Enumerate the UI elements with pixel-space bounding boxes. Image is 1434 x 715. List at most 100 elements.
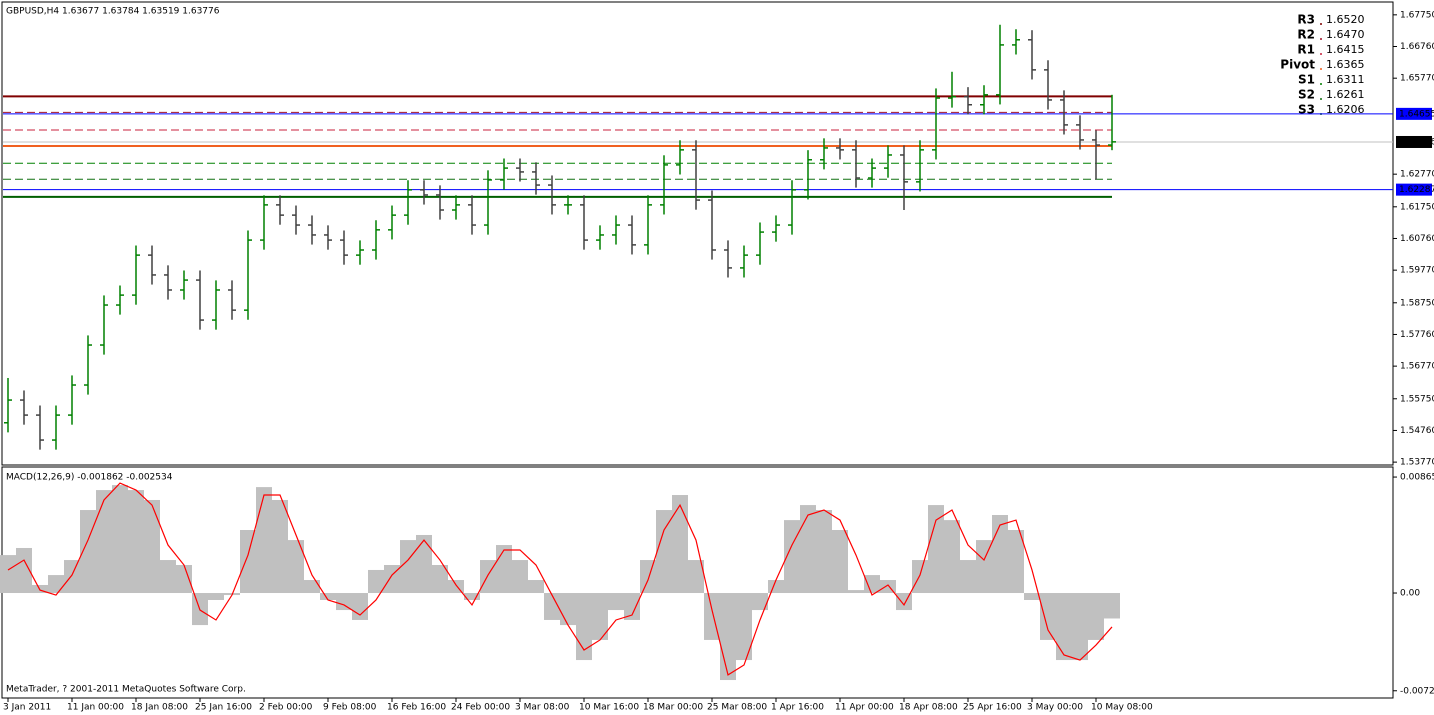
macd-histogram-bar	[240, 530, 256, 594]
macd-histogram-bar	[112, 485, 128, 594]
price-box-label: 1.62287	[1399, 185, 1434, 195]
price-box	[1396, 107, 1432, 120]
macd-histogram-bar	[352, 593, 368, 620]
macd-y-tick-label: 0.00	[1400, 589, 1420, 599]
macd-histogram-bar	[544, 593, 560, 620]
macd-histogram-bar	[560, 593, 576, 626]
level-dot	[1320, 68, 1322, 70]
macd-histogram-bar	[960, 560, 976, 594]
main-pane	[1, 1, 1394, 466]
x-tick-label: 2 Feb 00:00	[259, 703, 313, 713]
macd-histogram-bar	[688, 560, 704, 594]
macd-histogram-bar	[736, 593, 752, 661]
macd-histogram-bar	[1088, 593, 1104, 640]
macd-histogram-bar	[160, 560, 176, 594]
macd-histogram-bar	[608, 593, 624, 611]
macd-histogram-bar	[912, 560, 928, 594]
macd-histogram-bar	[816, 510, 832, 594]
macd-signal-line	[7, 482, 1113, 676]
level-value: 1.6520	[1326, 13, 1365, 26]
macd-histogram-bar	[480, 560, 496, 594]
macd-histogram-bar	[16, 547, 32, 594]
macd-histogram-bar	[976, 540, 992, 594]
macd-histogram-bar	[416, 534, 432, 594]
macd-histogram-bar	[1104, 593, 1120, 619]
macd-y-tick-label: 0.00865	[1400, 473, 1434, 483]
macd-histogram-bar	[1072, 593, 1088, 661]
footer: MetaTrader, ? 2001-2011 MetaQuotes Softw…	[6, 685, 246, 695]
macd-histogram-bar	[720, 593, 736, 681]
y-tick-label: 1.57760	[1400, 330, 1434, 340]
macd-histogram-bar	[64, 560, 80, 594]
x-tick-label: 3 Mar 08:00	[515, 703, 570, 713]
macd-histogram-bar	[336, 593, 352, 611]
macd-histogram-bar	[752, 593, 768, 611]
macd-histogram-bar	[176, 565, 192, 594]
x-tick-label: 9 Feb 08:00	[323, 703, 377, 713]
price-box	[1396, 183, 1432, 196]
macd-histogram-bar	[528, 580, 544, 594]
level-value: 1.6206	[1326, 103, 1365, 116]
x-tick-label: 18 Jan 08:00	[131, 703, 188, 713]
macd-histogram-bar	[368, 569, 384, 594]
x-tick-label: 16 Feb 16:00	[387, 703, 446, 713]
y-tick-label: 1.67750	[1400, 10, 1434, 20]
indicator-title: MACD(12,26,9) -0.001862 -0.002534	[6, 473, 173, 483]
level-dot	[1320, 53, 1322, 55]
level-dot	[1320, 98, 1322, 100]
y-tick-label: 1.62770	[1400, 170, 1434, 180]
level-name: Pivot	[1280, 58, 1315, 72]
x-tick-label: 18 Mar 00:00	[643, 703, 703, 713]
y-tick-label: 1.65770	[1400, 74, 1434, 84]
macd-histogram-bar	[512, 560, 528, 594]
level-dot	[1320, 38, 1322, 40]
macd-histogram-bar	[768, 580, 784, 594]
macd-histogram-bar	[0, 555, 16, 594]
macd-histogram-bar	[256, 487, 272, 594]
x-tick-label: 3 Jan 2011	[3, 703, 51, 713]
y-tick-label: 1.60760	[1400, 234, 1434, 244]
x-tick-label: 10 Mar 16:00	[579, 703, 639, 713]
level-name: R3	[1297, 13, 1315, 27]
macd-y-tick-label: -0.00729	[1400, 686, 1434, 696]
y-tick-label: 1.53770	[1400, 458, 1434, 468]
x-tick-label: 11 Jan 00:00	[67, 703, 124, 713]
macd-histogram-bar	[864, 575, 880, 594]
macd-histogram-bar	[1024, 593, 1040, 600]
macd-histogram-bar	[128, 490, 144, 594]
y-tick-label: 1.56770	[1400, 362, 1434, 372]
price-box	[1396, 135, 1432, 148]
x-tick-label: 18 Apr 08:00	[899, 703, 958, 713]
y-tick-label: 1.55750	[1400, 394, 1434, 404]
macd-histogram-bar	[496, 545, 512, 594]
y-tick-label: 1.59770	[1400, 266, 1434, 276]
level-value: 1.6311	[1326, 73, 1365, 86]
macd-histogram-bar	[944, 520, 960, 594]
macd-histogram-bar	[592, 593, 608, 640]
macd-histogram-bar	[1040, 593, 1056, 640]
macd-histogram-bar	[400, 540, 416, 594]
macd-histogram-bar	[272, 499, 288, 594]
macd-histogram-bar	[672, 495, 688, 594]
x-tick-label: 25 Apr 16:00	[963, 703, 1022, 713]
y-tick-label: 1.66760	[1400, 42, 1434, 52]
level-dot	[1320, 23, 1322, 25]
level-name: S1	[1298, 73, 1315, 87]
macd-histogram-bar	[640, 560, 656, 594]
macd-histogram-bar	[928, 505, 944, 594]
macd-histogram-bar	[832, 530, 848, 594]
level-value: 1.6470	[1326, 28, 1365, 41]
macd-histogram-bar	[624, 593, 640, 620]
level-name: R1	[1297, 43, 1315, 57]
y-tick-label: 1.61750	[1400, 202, 1434, 212]
macd-histogram-bar	[432, 565, 448, 594]
x-tick-label: 10 May 08:00	[1091, 703, 1153, 713]
x-tick-label: 3 May 00:00	[1027, 703, 1083, 713]
macd-histogram-bar	[1056, 593, 1072, 661]
macd-histogram-bar	[48, 575, 64, 594]
price-box-label: 1.64655	[1399, 109, 1434, 119]
macd-histogram-bar	[304, 580, 320, 594]
x-tick-label: 1 Apr 16:00	[771, 703, 824, 713]
